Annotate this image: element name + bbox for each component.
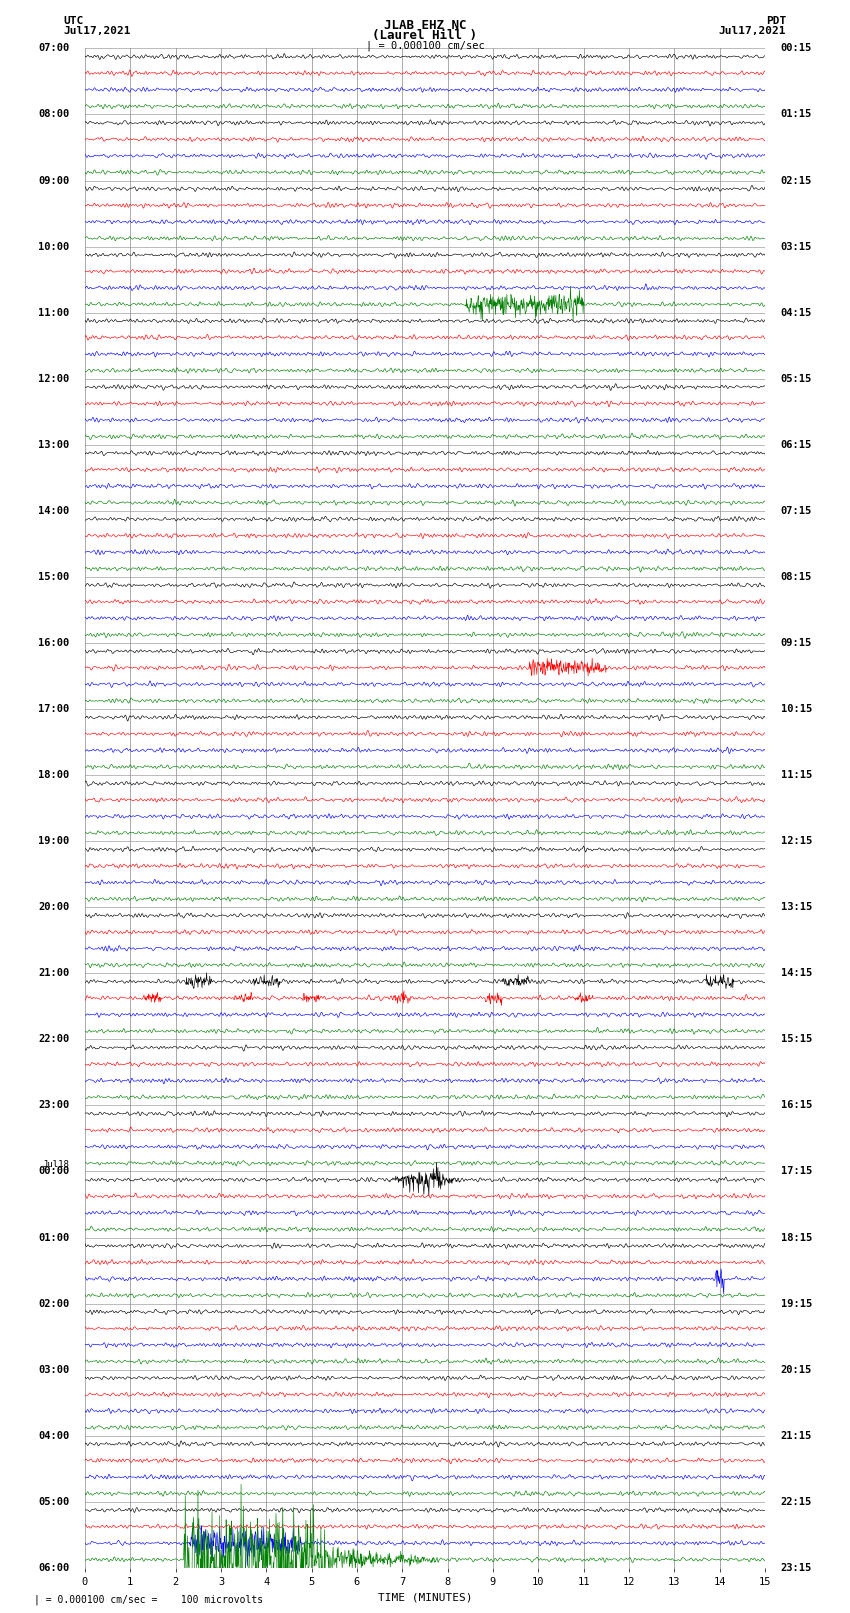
Text: 09:00: 09:00 bbox=[38, 176, 69, 185]
Text: 15:15: 15:15 bbox=[781, 1034, 812, 1044]
Text: 20:15: 20:15 bbox=[781, 1365, 812, 1374]
Text: 22:00: 22:00 bbox=[38, 1034, 69, 1044]
Text: 10:15: 10:15 bbox=[781, 703, 812, 715]
Text: 14:00: 14:00 bbox=[38, 506, 69, 516]
Text: Jul17,2021: Jul17,2021 bbox=[64, 26, 131, 35]
Text: 00:15: 00:15 bbox=[781, 44, 812, 53]
Text: 13:00: 13:00 bbox=[38, 440, 69, 450]
Text: 02:00: 02:00 bbox=[38, 1298, 69, 1308]
Text: 15:00: 15:00 bbox=[38, 573, 69, 582]
Text: 21:00: 21:00 bbox=[38, 968, 69, 977]
Text: 18:15: 18:15 bbox=[781, 1232, 812, 1242]
Text: 04:00: 04:00 bbox=[38, 1431, 69, 1440]
Text: 22:15: 22:15 bbox=[781, 1497, 812, 1507]
Text: 20:00: 20:00 bbox=[38, 902, 69, 913]
Text: UTC: UTC bbox=[64, 16, 84, 26]
Text: 23:00: 23:00 bbox=[38, 1100, 69, 1110]
Text: | = 0.000100 cm/sec: | = 0.000100 cm/sec bbox=[366, 40, 484, 52]
Text: 08:15: 08:15 bbox=[781, 573, 812, 582]
Text: 05:15: 05:15 bbox=[781, 374, 812, 384]
Text: 03:15: 03:15 bbox=[781, 242, 812, 252]
Text: Jul18: Jul18 bbox=[42, 1160, 69, 1169]
Text: 11:15: 11:15 bbox=[781, 769, 812, 781]
Text: 07:15: 07:15 bbox=[781, 506, 812, 516]
Text: 17:15: 17:15 bbox=[781, 1166, 812, 1176]
Text: | = 0.000100 cm/sec =    100 microvolts: | = 0.000100 cm/sec = 100 microvolts bbox=[34, 1594, 264, 1605]
Text: 07:00: 07:00 bbox=[38, 44, 69, 53]
Text: 21:15: 21:15 bbox=[781, 1431, 812, 1440]
Text: 00:00: 00:00 bbox=[38, 1166, 69, 1176]
Text: 18:00: 18:00 bbox=[38, 769, 69, 781]
Text: PDT: PDT bbox=[766, 16, 786, 26]
Text: JLAB EHZ NC: JLAB EHZ NC bbox=[383, 19, 467, 32]
Text: 13:15: 13:15 bbox=[781, 902, 812, 913]
Text: 19:15: 19:15 bbox=[781, 1298, 812, 1308]
Text: 12:00: 12:00 bbox=[38, 374, 69, 384]
Text: 16:00: 16:00 bbox=[38, 639, 69, 648]
X-axis label: TIME (MINUTES): TIME (MINUTES) bbox=[377, 1592, 473, 1602]
Text: (Laurel Hill ): (Laurel Hill ) bbox=[372, 29, 478, 42]
Text: 09:15: 09:15 bbox=[781, 639, 812, 648]
Text: Jul17,2021: Jul17,2021 bbox=[719, 26, 786, 35]
Text: 19:00: 19:00 bbox=[38, 836, 69, 847]
Text: 04:15: 04:15 bbox=[781, 308, 812, 318]
Text: 10:00: 10:00 bbox=[38, 242, 69, 252]
Text: 01:00: 01:00 bbox=[38, 1232, 69, 1242]
Text: 02:15: 02:15 bbox=[781, 176, 812, 185]
Text: 14:15: 14:15 bbox=[781, 968, 812, 977]
Text: 05:00: 05:00 bbox=[38, 1497, 69, 1507]
Text: 12:15: 12:15 bbox=[781, 836, 812, 847]
Text: 11:00: 11:00 bbox=[38, 308, 69, 318]
Text: 16:15: 16:15 bbox=[781, 1100, 812, 1110]
Text: 23:15: 23:15 bbox=[781, 1563, 812, 1573]
Text: 01:15: 01:15 bbox=[781, 110, 812, 119]
Text: 17:00: 17:00 bbox=[38, 703, 69, 715]
Text: 06:15: 06:15 bbox=[781, 440, 812, 450]
Text: 08:00: 08:00 bbox=[38, 110, 69, 119]
Text: 03:00: 03:00 bbox=[38, 1365, 69, 1374]
Text: 06:00: 06:00 bbox=[38, 1563, 69, 1573]
